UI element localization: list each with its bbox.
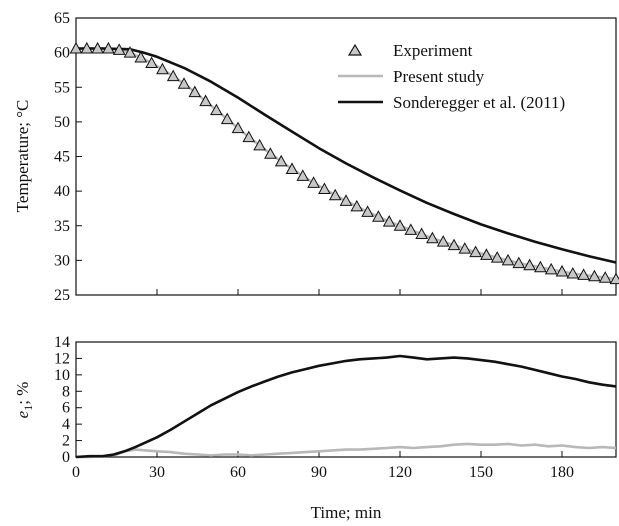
- temperature-experiment-point: [134, 50, 148, 63]
- temperature-experiment-point: [253, 138, 266, 151]
- temperature-experiment-point: [501, 253, 515, 266]
- temperature-sonderegger-et-al-2011-line: [76, 47, 617, 264]
- error-series: [75, 354, 617, 459]
- temperature-experiment-point: [480, 248, 493, 260]
- temperature-experiment-point: [264, 147, 277, 159]
- temperature-experiment-point: [598, 271, 612, 283]
- error-x-tick-label: 0: [72, 464, 80, 481]
- temperature-experiment-point: [426, 231, 439, 244]
- error-x-tick-label: 60: [230, 464, 246, 481]
- temperature-experiment-point: [588, 269, 601, 282]
- temperature-experiment-point: [274, 154, 288, 167]
- temperature-experiment-point: [339, 194, 353, 206]
- temperature-y-tick-label: 65: [54, 10, 70, 27]
- temperature-y-tick-label: 55: [54, 79, 70, 96]
- temperature-y-tick-label: 35: [54, 218, 70, 235]
- temperature-experiment-point: [307, 176, 320, 188]
- temperature-experiment-point: [210, 103, 223, 116]
- legend: Experiment Present study Sonderegger et …: [338, 41, 565, 112]
- temperature-experiment-point: [534, 260, 547, 273]
- temperature-experiment-point: [436, 235, 450, 247]
- temperature-experiment-point: [328, 188, 342, 201]
- error-y-tick-label: 4: [62, 416, 70, 433]
- temperature-experiment-point: [372, 210, 385, 222]
- temperature-y-tick-label: 45: [54, 149, 70, 166]
- error-y-axis-label-rest: ; %: [13, 382, 32, 405]
- temperature-experiment-point: [512, 256, 526, 269]
- temperature-experiment-point: [220, 112, 234, 125]
- error-y-tick-label: 14: [54, 334, 70, 351]
- temperature-series: [69, 41, 619, 285]
- error-plot-frame: [75, 341, 617, 458]
- temperature-plot-frame: [75, 17, 617, 296]
- temperature-y-tick-label: 60: [54, 45, 70, 62]
- error-present-study-line: [76, 442, 617, 459]
- temperature-y-tick-label: 25: [54, 287, 70, 304]
- error-x-tick-label: 30: [149, 464, 165, 481]
- temperature-experiment-point: [91, 41, 104, 54]
- temperature-experiment-point: [318, 182, 331, 195]
- temperature-axis-ticks: 25 30 35 40 45 50 55 60 65: [54, 10, 563, 304]
- temperature-experiment-point: [447, 238, 461, 251]
- temperature-experiment-point: [156, 62, 169, 75]
- temperature-experiment-point: [188, 85, 202, 98]
- temperature-experiment-point: [555, 264, 569, 277]
- temperature-experiment-point: [404, 223, 418, 235]
- temperature-experiment-point: [166, 69, 180, 82]
- temperature-experiment-point: [285, 162, 299, 174]
- error-y-tick-label: 0: [62, 449, 70, 466]
- temperature-experiment-point: [393, 219, 407, 231]
- temperature-experiment-point: [350, 199, 364, 212]
- error-y-tick-label: 10: [54, 367, 70, 384]
- temperature-experiment-point: [112, 43, 126, 55]
- temperature-y-tick-label: 50: [54, 114, 70, 131]
- temperature-experiment-point: [458, 242, 472, 254]
- temperature-experiment-point: [415, 227, 428, 240]
- temperature-experiment-point: [490, 251, 504, 263]
- legend-present-study-label: Present study: [393, 67, 485, 86]
- temperature-experiment-point: [523, 258, 536, 271]
- error-x-tick-label: 150: [469, 464, 493, 481]
- error-y-axis-label-main: e: [13, 410, 32, 418]
- temperature-experiment-point: [102, 41, 115, 54]
- error-y-axis-label-sub: 1: [21, 405, 35, 411]
- legend-experiment-marker: [347, 43, 363, 56]
- temperature-experiment-point: [69, 41, 83, 54]
- temperature-experiment-point: [566, 266, 580, 279]
- temperature-experiment-point: [296, 169, 310, 181]
- temperature-experiment-point: [242, 130, 256, 143]
- time-x-axis-label: Time; min: [311, 503, 382, 522]
- error-y-tick-label: 8: [62, 383, 70, 400]
- temperature-experiment-point: [231, 121, 245, 134]
- temperature-experiment-point: [544, 262, 558, 275]
- temperature-experiment-point: [123, 46, 137, 58]
- temperature-y-axis-label: Temperature; °C: [13, 100, 32, 213]
- error-y-axis-label: e1; %: [13, 382, 35, 419]
- legend-sonderegger-label: Sonderegger et al. (2011): [393, 93, 565, 112]
- error-x-tick-label: 120: [388, 464, 412, 481]
- error-y-tick-label: 6: [62, 400, 70, 417]
- temperature-panel: 25 30 35 40 45 50 55 60 65 Temperature; °C Exper…: [13, 10, 619, 304]
- temperature-experiment-point: [199, 94, 212, 107]
- temperature-y-tick-label: 30: [54, 252, 70, 269]
- temperature-experiment-point: [177, 77, 191, 89]
- temperature-experiment-point: [577, 268, 590, 280]
- temperature-experiment-point: [382, 215, 396, 227]
- temperature-y-tick-label: 40: [54, 183, 70, 200]
- legend-experiment-label: Experiment: [393, 41, 473, 60]
- error-x-tick-label: 180: [550, 464, 574, 481]
- error-y-tick-label: 2: [62, 433, 70, 450]
- temperature-experiment-point: [80, 41, 94, 54]
- temperature-experiment-point: [361, 205, 374, 217]
- temperature-experiment-point: [145, 56, 158, 69]
- temperature-experiment-point: [469, 245, 482, 258]
- error-x-tick-label: 90: [311, 464, 327, 481]
- error-y-tick-label: 12: [54, 350, 70, 367]
- error-sonderegger-et-al-2011-line: [75, 354, 617, 459]
